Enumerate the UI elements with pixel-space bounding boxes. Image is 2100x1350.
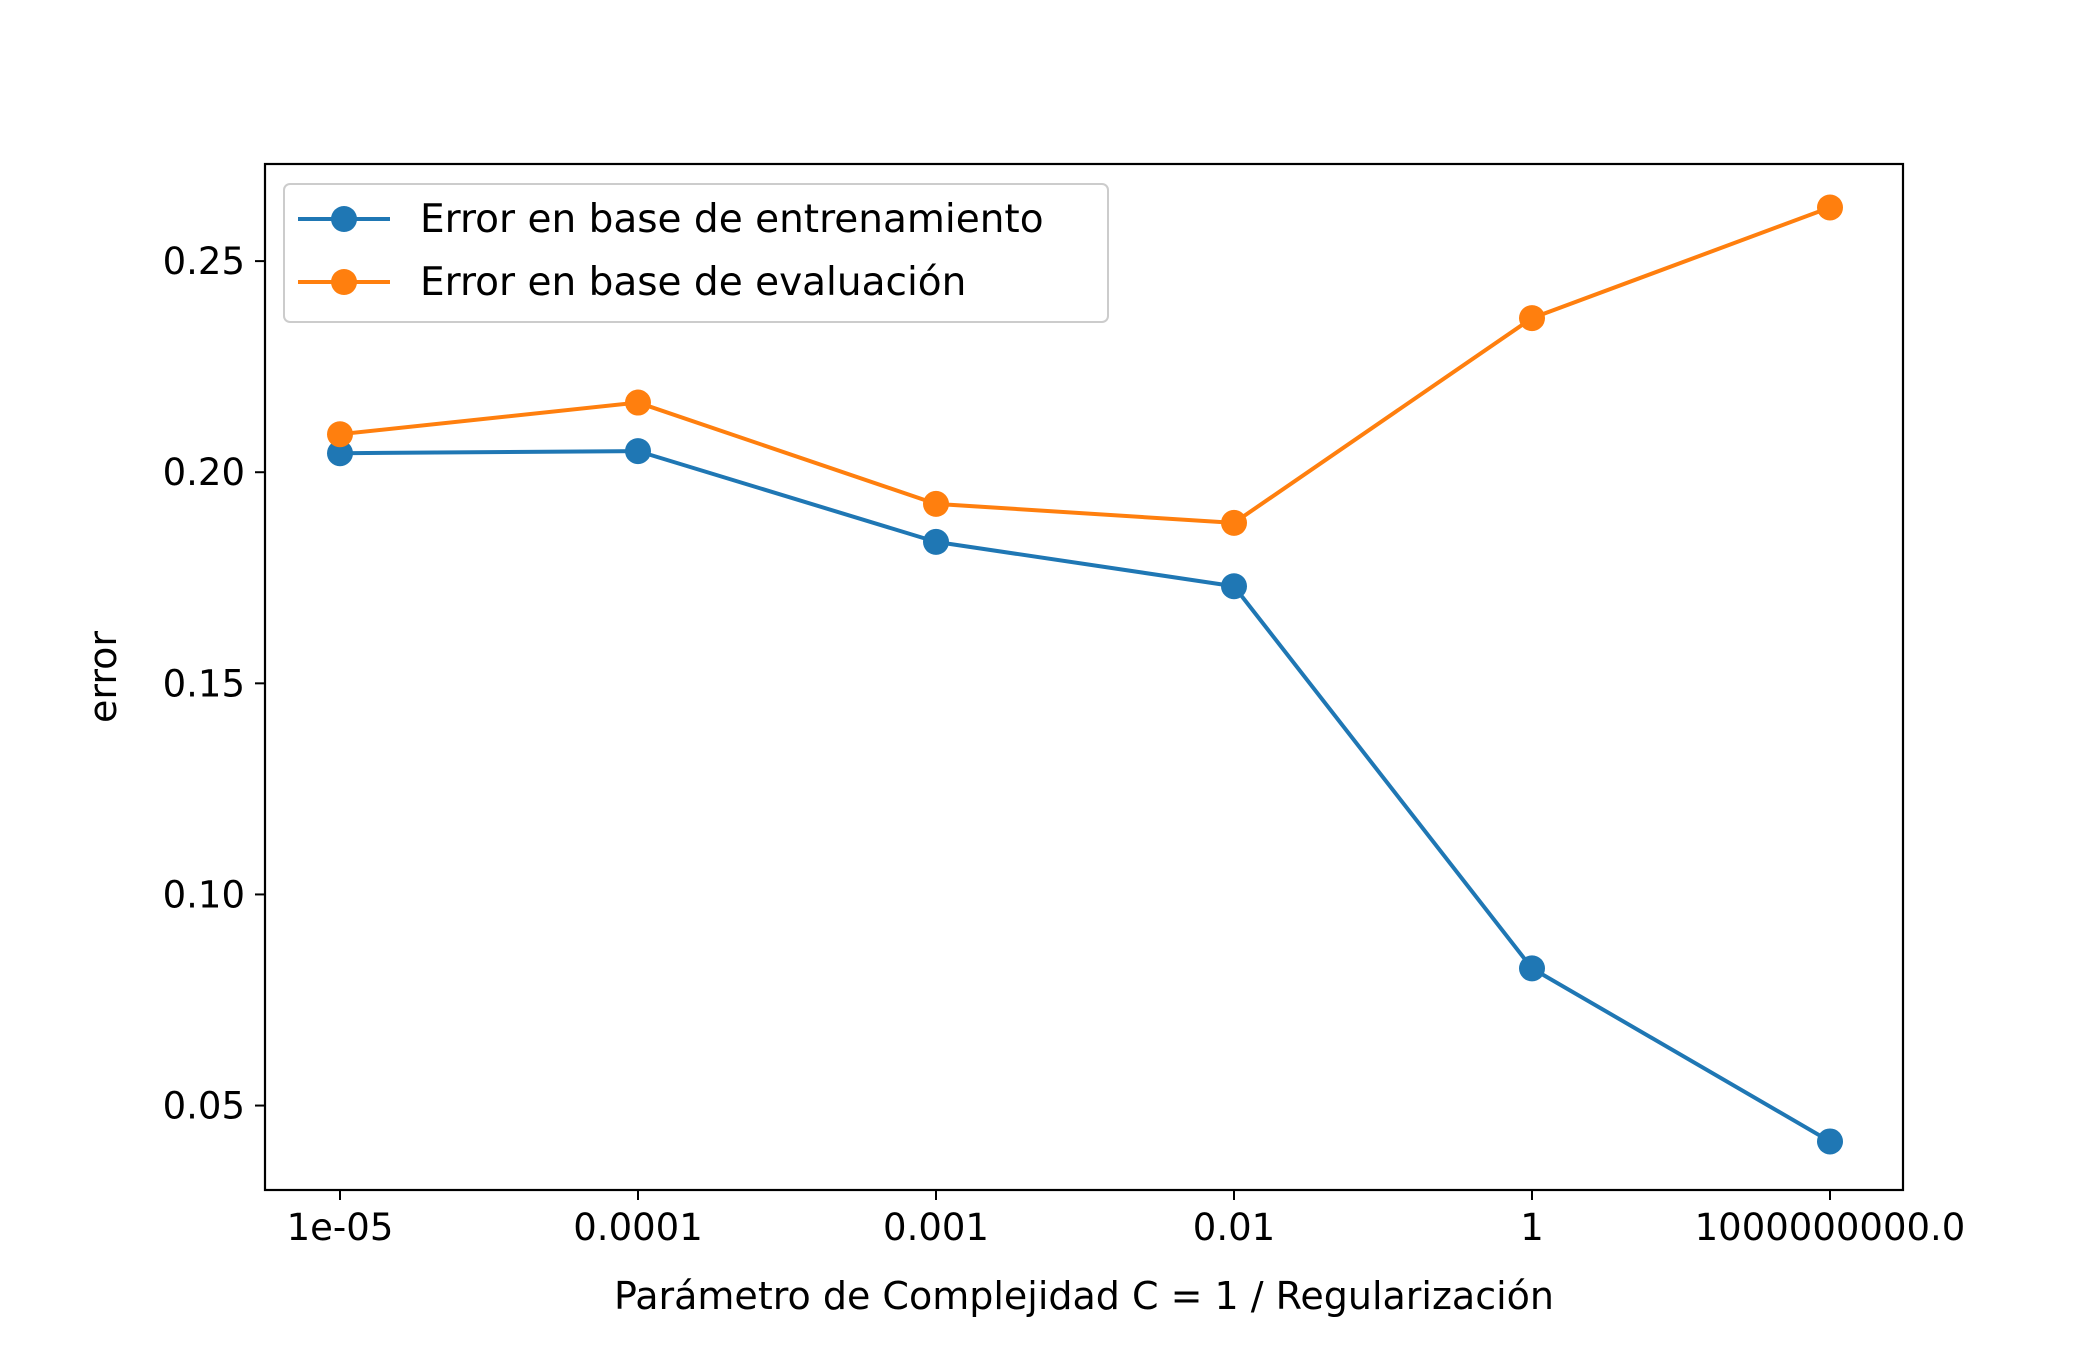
x-tick-label: 1e-05: [287, 1206, 394, 1249]
x-axis-label: Parámetro de Complejidad C = 1 / Regular…: [614, 1274, 1554, 1318]
data-point: [1817, 194, 1843, 221]
legend-label-eval: Error en base de evaluación: [420, 260, 966, 305]
y-tick-label: 0.10: [163, 873, 245, 916]
x-tick-label: 0.001: [883, 1206, 989, 1249]
legend-marker-eval: [331, 269, 357, 295]
plot-frame: [263, 162, 1905, 1192]
data-point: [1221, 509, 1247, 536]
y-tick-label: 0.05: [163, 1085, 245, 1128]
x-tick-label: 1000000000.0: [1695, 1206, 1966, 1249]
x-tick-label: 0.01: [1193, 1206, 1275, 1249]
series-layer: [327, 194, 1843, 1155]
y-tick-label: 0.25: [163, 240, 245, 283]
data-point: [625, 438, 651, 465]
data-point: [923, 490, 949, 517]
legend-marker-train: [331, 206, 357, 232]
y-tick-label: 0.20: [163, 451, 245, 494]
legend: Error en base de entrenamiento Error en …: [283, 183, 1109, 323]
y-tick-label: 0.15: [163, 662, 245, 705]
data-point: [1519, 955, 1545, 982]
legend-label-train: Error en base de entrenamiento: [420, 197, 1044, 242]
data-point: [1221, 573, 1247, 600]
data-point: [327, 440, 353, 467]
y-axis-label: error: [81, 631, 125, 723]
data-point: [327, 421, 353, 448]
data-point: [923, 528, 949, 555]
x-tick-label: 0.0001: [573, 1206, 702, 1249]
x-tick-label: 1: [1520, 1206, 1544, 1249]
data-point: [1817, 1128, 1843, 1155]
y-axis: 0.05 0.10 0.15 0.20 0.25: [163, 240, 265, 1128]
data-point: [1519, 305, 1545, 332]
plot-area: [265, 164, 1903, 1190]
data-point: [625, 389, 651, 416]
series-line-1: [337, 204, 1833, 525]
x-axis: 1e-05 0.0001 0.001 0.01 1 1000000000.0: [287, 1190, 1966, 1249]
series-line-0: [337, 449, 1833, 1145]
legend-box: [283, 183, 1109, 323]
